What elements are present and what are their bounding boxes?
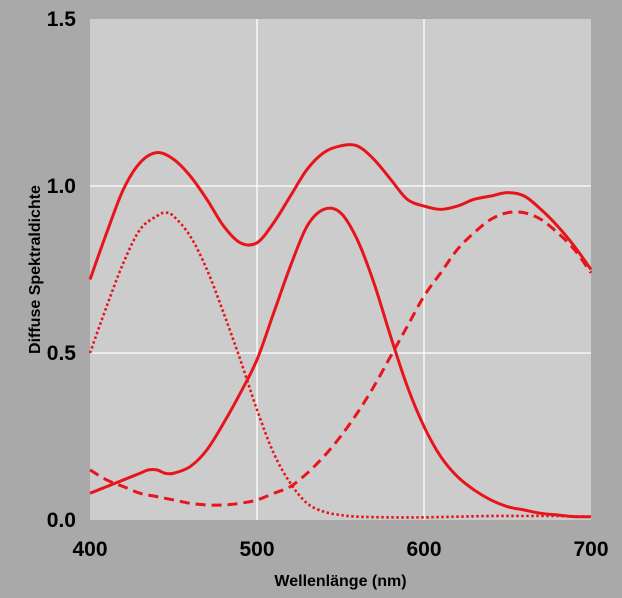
y-tick-label: 1.0 — [47, 175, 76, 198]
y-axis-label: Diffuse Spektraldichte — [27, 185, 44, 354]
series-line-solid — [89, 206, 592, 519]
x-axis-label: Wellenlänge (nm) — [274, 573, 406, 590]
x-tick-label: 400 — [72, 538, 107, 561]
x-tick-label: 500 — [239, 538, 274, 561]
series-line-dashed — [89, 210, 593, 507]
series-line-dotted — [88, 211, 592, 519]
y-tick-label: 0.0 — [47, 509, 76, 532]
plot-area — [90, 19, 591, 520]
x-tick-label: 700 — [573, 538, 608, 561]
tick-labels: 400 500 600 700 0.0 0.5 1.0 1.5 — [47, 8, 609, 561]
grid-lines — [90, 19, 591, 520]
y-tick-label: 0.5 — [47, 342, 77, 365]
series-line-solid — [88, 143, 593, 281]
series-lines — [88, 143, 593, 519]
x-tick-label: 600 — [406, 538, 441, 561]
y-tick-label: 1.5 — [47, 8, 77, 31]
